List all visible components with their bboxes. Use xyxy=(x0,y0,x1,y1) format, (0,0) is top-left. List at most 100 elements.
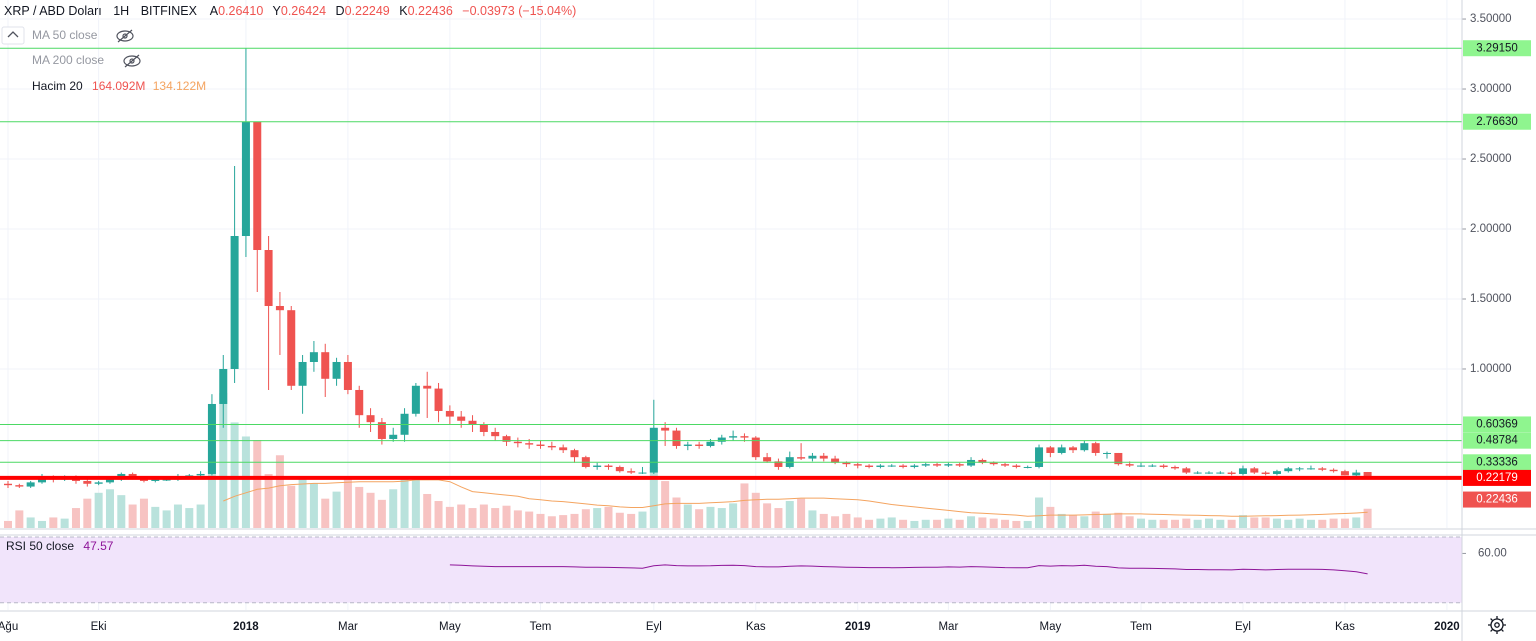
volume-bar xyxy=(139,498,148,528)
candle-body xyxy=(1159,465,1168,467)
volume-bar xyxy=(683,504,692,528)
volume-bar xyxy=(525,511,534,528)
x-tick-label: Mar xyxy=(938,621,958,633)
candle-body xyxy=(264,250,273,306)
volume-bar xyxy=(196,504,205,528)
candle-body xyxy=(253,121,262,251)
volume-bar xyxy=(1080,516,1089,528)
x-tick-label: Kas xyxy=(746,621,766,633)
symbol-title: XRP / ABD Doları xyxy=(4,4,102,18)
volume-bar xyxy=(706,506,715,528)
candle-body xyxy=(207,403,216,474)
rsi-value: 47.57 xyxy=(83,539,113,553)
close-label: K xyxy=(399,4,408,18)
hidden-eye-icon[interactable] xyxy=(116,29,134,43)
volume-bar xyxy=(661,481,670,528)
candle-body xyxy=(1261,472,1270,474)
candle-body xyxy=(944,464,953,466)
volume-bar xyxy=(717,508,726,528)
volume-bar xyxy=(842,513,851,528)
volume-bar xyxy=(1103,513,1112,528)
volume-bar xyxy=(638,511,647,528)
volume-bar xyxy=(457,504,466,528)
volume-bar xyxy=(1363,508,1372,528)
indicator-legend[interactable]: MA 200 close xyxy=(32,53,104,67)
x-tick-label: May xyxy=(1039,621,1061,633)
level-label: 2.76630 xyxy=(1476,116,1518,128)
volume-bar xyxy=(763,503,772,528)
high-value: 0.26424 xyxy=(281,4,326,18)
volume-bar xyxy=(627,513,636,528)
candle-body xyxy=(672,430,681,446)
candle-body xyxy=(1182,468,1191,473)
volume-bar xyxy=(1352,517,1361,528)
volume-bar xyxy=(672,497,681,528)
level-label: 0.48784 xyxy=(1476,435,1518,447)
x-tick-label: Eyl xyxy=(1235,621,1251,633)
volume-bar xyxy=(559,515,568,528)
level-label-box xyxy=(1463,416,1531,433)
volume-bar xyxy=(785,501,794,528)
candle-body xyxy=(763,457,772,462)
open-label: A xyxy=(210,4,219,18)
rsi-line xyxy=(449,564,1368,575)
candle-body xyxy=(1329,469,1338,472)
level-layer: 3.29150 2.76630 0.60369 0.48784 0.33336 0.221… xyxy=(0,40,1531,508)
x-tick-label: Mar xyxy=(338,621,358,633)
volume-bar xyxy=(978,517,987,528)
volume-bar xyxy=(4,520,12,528)
volume-bar xyxy=(967,516,976,528)
candle-body xyxy=(1080,443,1089,451)
candle-body xyxy=(706,441,715,446)
volume-bar xyxy=(819,513,828,528)
candle-body xyxy=(921,464,930,466)
volume-bar xyxy=(491,508,500,528)
volume-bar xyxy=(581,509,590,528)
volume-bar xyxy=(445,506,454,528)
settings-button[interactable] xyxy=(1488,616,1506,634)
volume-bar xyxy=(944,518,953,528)
candle-body xyxy=(1284,468,1293,472)
volume-bar xyxy=(1306,519,1315,528)
volume-bar xyxy=(219,393,228,528)
x-tick-label: Kas xyxy=(1335,621,1355,633)
volume-bar xyxy=(1238,515,1247,528)
hidden-eye-icon[interactable] xyxy=(123,54,141,68)
candle-body xyxy=(1227,472,1236,474)
volume-ma-line xyxy=(223,479,1368,517)
candle-body xyxy=(1193,472,1202,474)
volume-bar xyxy=(1329,518,1338,528)
volume-bar xyxy=(1170,519,1179,528)
rsi-legend[interactable]: RSI 50 close 47.57 xyxy=(6,539,114,553)
indicator-legend[interactable]: MA 50 close xyxy=(32,28,98,42)
volume-bar xyxy=(774,508,783,528)
candle-body xyxy=(593,465,602,467)
volume-bar xyxy=(321,498,330,528)
candle-body xyxy=(570,450,579,458)
candle-body xyxy=(321,352,330,379)
candle-body xyxy=(1012,465,1021,467)
candle-body xyxy=(1170,466,1179,469)
level-label-box xyxy=(1463,469,1531,486)
volume-bar xyxy=(1318,519,1327,528)
candle-body xyxy=(1318,468,1327,470)
volume-bar xyxy=(37,520,46,528)
volume-bar xyxy=(94,492,103,528)
candle-body xyxy=(1340,471,1349,476)
volume-legend[interactable]: Hacim 20 164.092M 134.122M xyxy=(32,79,206,93)
candle-body xyxy=(683,444,692,446)
candle-body xyxy=(797,457,806,459)
candle-body xyxy=(831,458,840,463)
volume-bar xyxy=(547,516,556,528)
collapse-legend-button[interactable] xyxy=(1,26,25,45)
candle-body xyxy=(94,482,103,484)
volume-bar xyxy=(1250,517,1259,528)
rsi-band-fill xyxy=(0,536,1462,603)
volume-bar xyxy=(105,489,114,528)
volume-bar xyxy=(1272,518,1281,528)
rsi-title: RSI 50 close xyxy=(6,539,74,553)
candle-body xyxy=(729,436,738,438)
candle-body xyxy=(808,455,817,459)
candle-body xyxy=(196,473,205,476)
